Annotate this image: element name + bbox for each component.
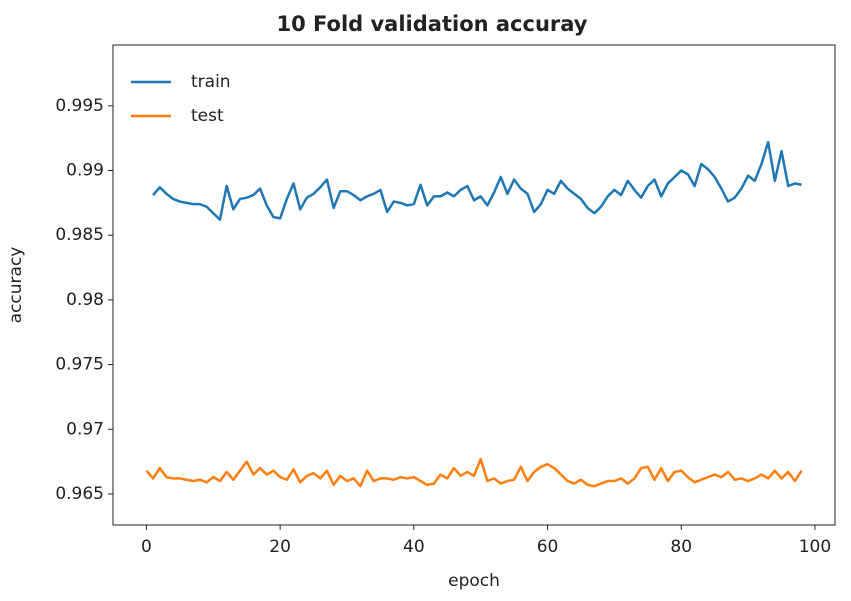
y-tick-label: 0.97 — [66, 419, 104, 439]
line-series — [152, 140, 802, 221]
y-tick-label: 0.965 — [55, 484, 104, 504]
legend-label: test — [191, 106, 224, 126]
y-tick-label: 0.985 — [55, 225, 104, 245]
x-tick-label: 60 — [537, 537, 559, 557]
plot-frame — [112, 44, 836, 526]
y-tick-label: 0.99 — [66, 160, 104, 180]
x-tick-label: 0 — [141, 537, 152, 557]
y-tick-label: 0.995 — [55, 96, 104, 116]
chart-title: 10 Fold validation accuray — [277, 12, 588, 36]
line-series — [145, 457, 803, 488]
x-tick-label: 40 — [403, 537, 425, 557]
x-tick-label: 80 — [670, 537, 692, 557]
y-tick-label: 0.98 — [66, 290, 104, 310]
y-axis-label: accuracy — [6, 247, 26, 324]
x-axis-label: epoch — [448, 571, 500, 591]
y-tick-label: 0.975 — [55, 355, 104, 375]
legend-label: train — [191, 72, 231, 92]
x-tick-label: 100 — [799, 537, 831, 557]
x-tick-label: 20 — [269, 537, 291, 557]
